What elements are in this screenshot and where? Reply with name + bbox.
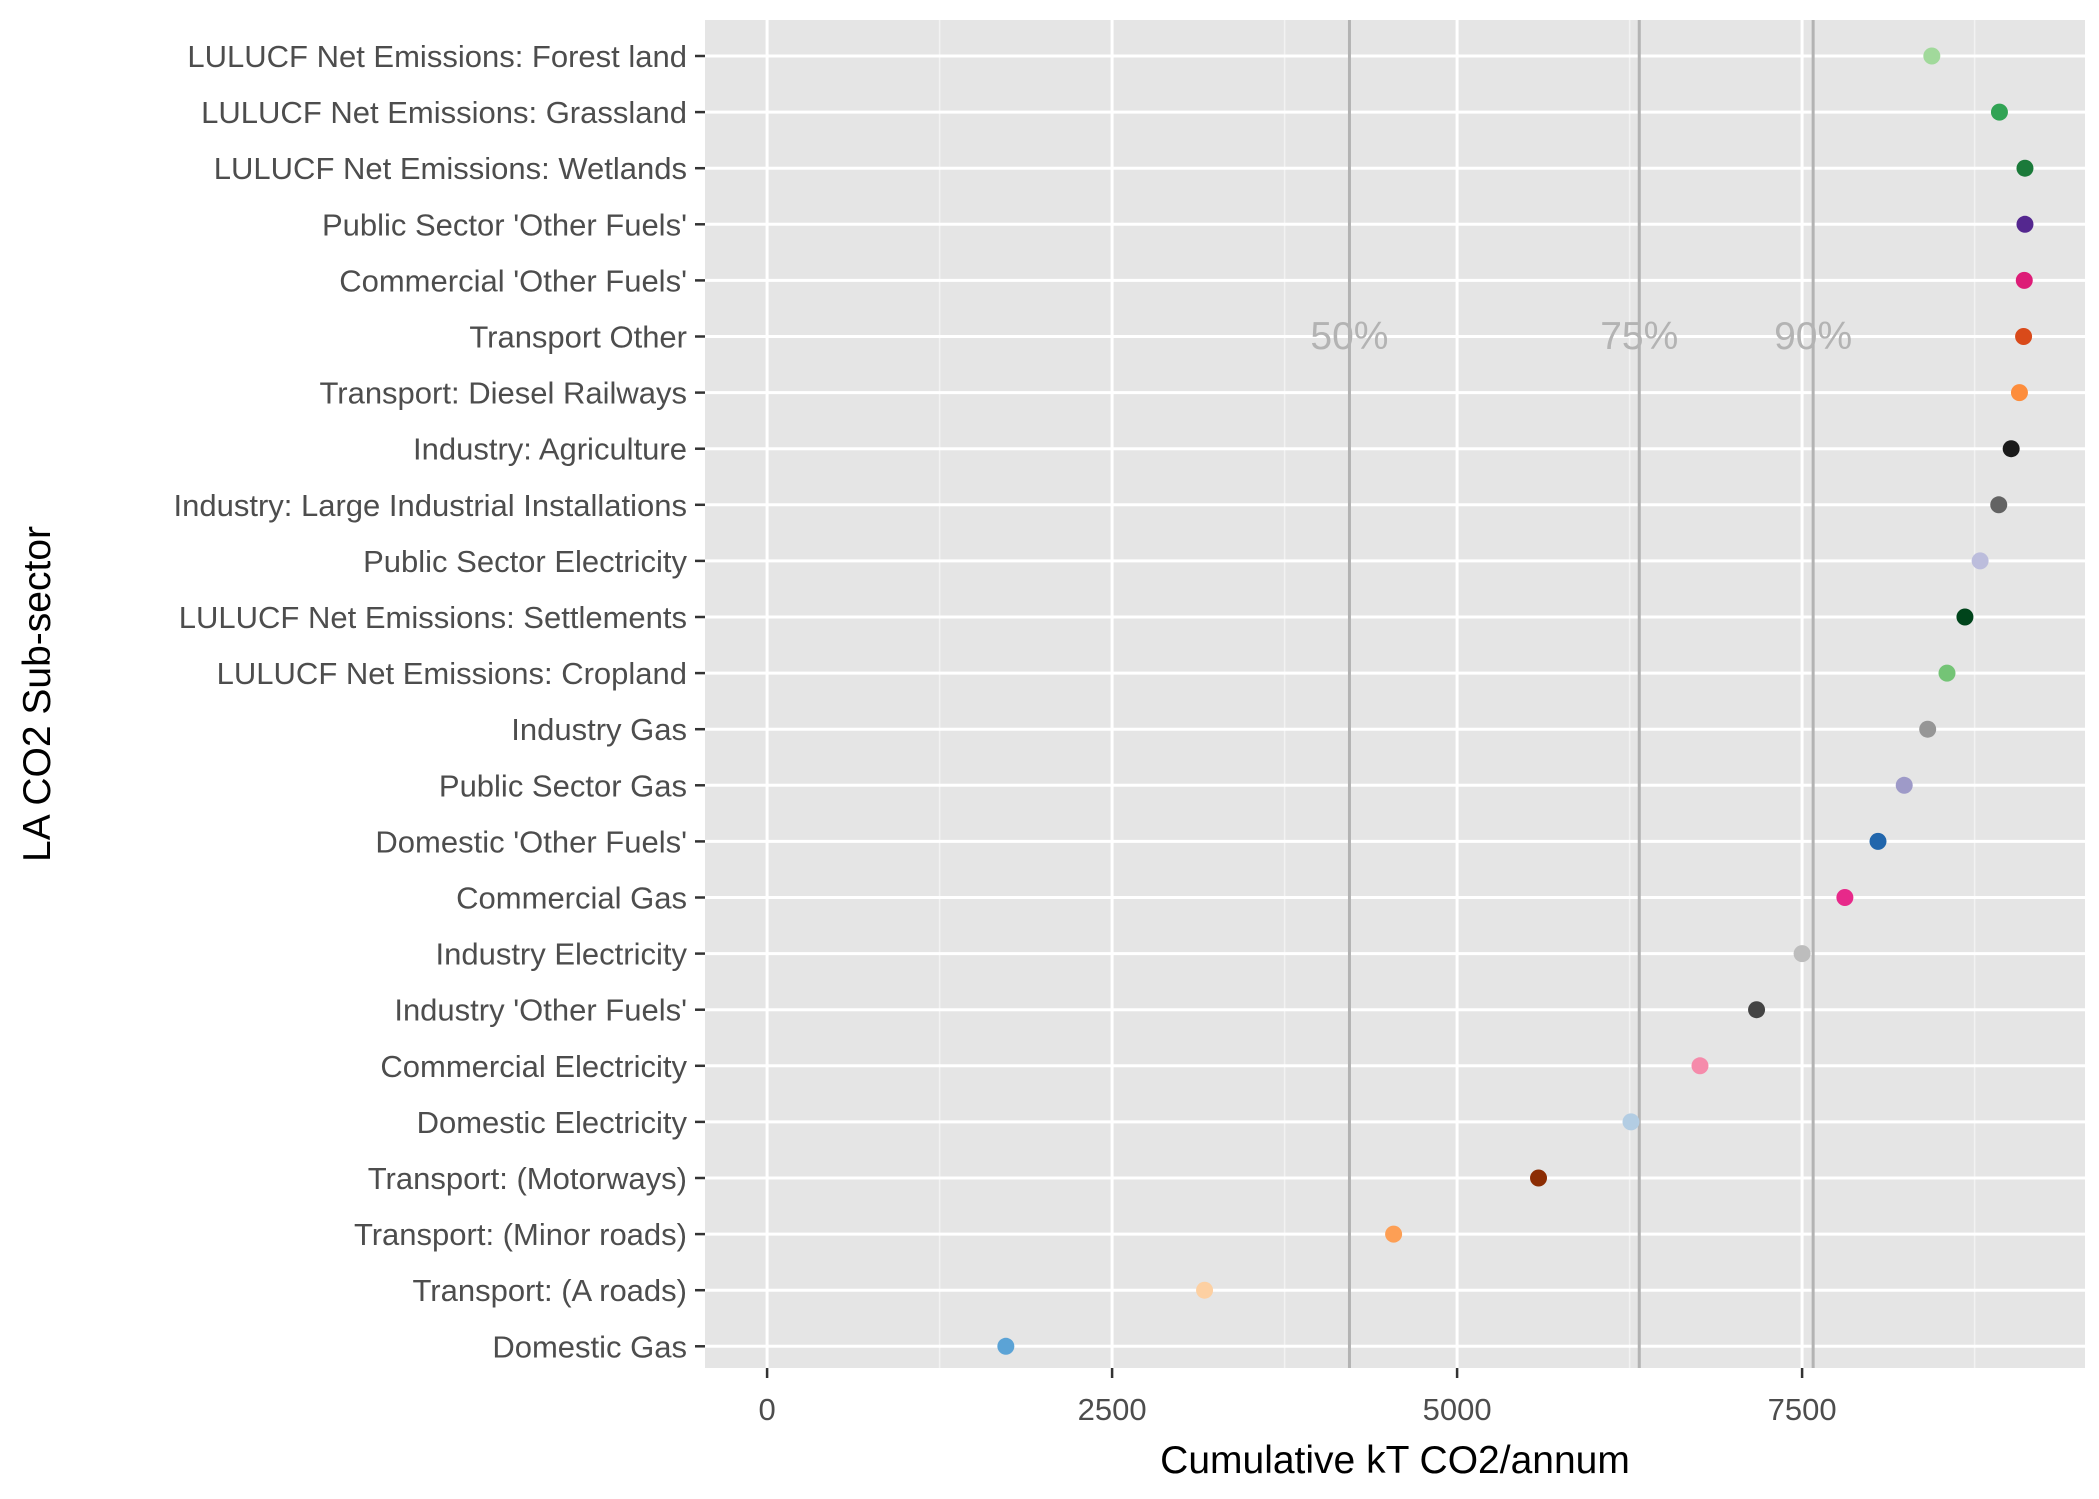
reference-lines: 50% 75% 90% <box>1310 20 1852 1368</box>
data-point <box>1836 889 1854 906</box>
reference-line-label: 75% <box>1600 315 1678 358</box>
y-tick-label: Transport: (Motorways) <box>368 1161 687 1196</box>
reference-line-label: 50% <box>1310 315 1388 358</box>
data-point <box>1990 496 2008 514</box>
data-point <box>1748 1001 1766 1019</box>
data-point <box>997 1337 1015 1355</box>
data-point <box>2016 215 2034 233</box>
major-grid <box>705 20 2085 1368</box>
x-axis-title: Cumulative kT CO2/annum <box>1160 1439 1630 1482</box>
y-tick-label: Transport Other <box>469 320 687 355</box>
data-point <box>1938 664 1956 682</box>
y-tick-label: Industry: Large Industrial Installations <box>174 488 688 523</box>
y-tick-label: Industry 'Other Fuels' <box>394 993 687 1028</box>
y-tick-label: LULUCF Net Emissions: Wetlands <box>214 151 687 186</box>
minor-grid <box>938 20 1976 1368</box>
data-points <box>997 47 2034 1355</box>
data-point <box>1971 552 1989 570</box>
data-point <box>1956 608 1974 626</box>
y-axis-title: LA CO2 Sub-sector <box>16 526 59 862</box>
data-point <box>1691 1057 1709 1075</box>
y-tick-label: LULUCF Net Emissions: Settlements <box>179 600 687 635</box>
data-point <box>1196 1281 1214 1299</box>
y-tick-label: LULUCF Net Emissions: Forest land <box>187 39 687 74</box>
y-tick-label: Public Sector Gas <box>439 768 687 803</box>
data-point <box>1530 1169 1548 1187</box>
data-point <box>2016 159 2034 177</box>
x-axis: 0 2500 5000 7500 <box>758 1368 1837 1427</box>
x-tick-label: 2500 <box>1078 1392 1147 1427</box>
y-tick-label: Public Sector 'Other Fuels' <box>322 207 687 242</box>
y-tick-label: LULUCF Net Emissions: Cropland <box>217 656 687 691</box>
data-point <box>1385 1225 1403 1243</box>
reference-line-label: 90% <box>1774 315 1852 358</box>
data-point <box>2002 440 2020 458</box>
y-tick-label: Industry Gas <box>511 712 687 747</box>
data-point <box>2010 384 2028 402</box>
data-point <box>2015 271 2033 289</box>
y-tick-label: Industry Electricity <box>435 937 687 972</box>
data-point <box>1919 720 1937 738</box>
y-tick-label: Industry: Agriculture <box>413 432 687 467</box>
x-tick-label: 0 <box>758 1392 775 1427</box>
y-tick-label: Transport: (Minor roads) <box>354 1217 687 1252</box>
plot-panel <box>705 20 2085 1368</box>
data-point <box>1895 776 1913 794</box>
x-tick-label: 5000 <box>1423 1392 1492 1427</box>
data-point <box>1990 103 2008 121</box>
x-tick-label: 7500 <box>1768 1392 1837 1427</box>
data-point <box>1869 832 1887 850</box>
y-axis: LULUCF Net Emissions: Forest land LULUCF … <box>174 39 705 1364</box>
y-tick-label: Commercial 'Other Fuels' <box>339 263 687 298</box>
y-tick-label: LULUCF Net Emissions: Grassland <box>201 95 687 130</box>
y-tick-label: Transport: (A roads) <box>412 1273 687 1308</box>
y-tick-label: Domestic Electricity <box>417 1105 688 1140</box>
data-point <box>1923 47 1941 65</box>
data-point <box>1793 945 1811 963</box>
y-tick-label: Domestic Gas <box>492 1329 687 1364</box>
y-tick-label: Transport: Diesel Railways <box>319 376 687 411</box>
y-tick-label: Commercial Electricity <box>380 1049 687 1084</box>
data-point <box>1622 1113 1640 1131</box>
y-tick-label: Domestic 'Other Fuels' <box>375 824 687 859</box>
y-tick-label: Commercial Gas <box>456 881 687 916</box>
y-tick-label: Public Sector Electricity <box>363 544 687 579</box>
data-point <box>2015 328 2033 345</box>
